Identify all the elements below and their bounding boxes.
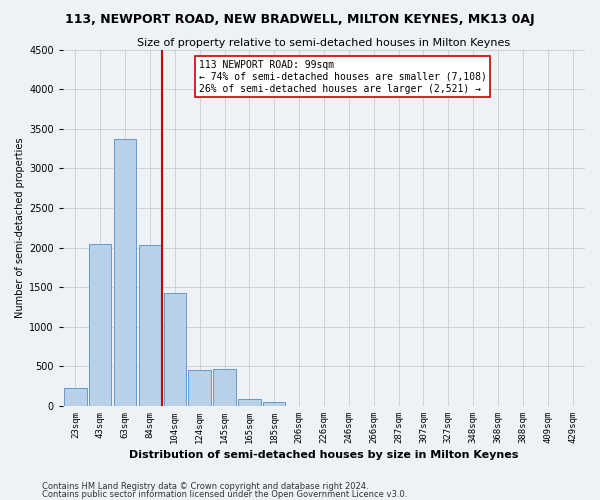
Bar [238, 399, 260, 406]
X-axis label: Distribution of semi-detached houses by size in Milton Keynes: Distribution of semi-detached houses by … [129, 450, 518, 460]
Bar [64, 388, 86, 406]
Text: 113, NEWPORT ROAD, NEW BRADWELL, MILTON KEYNES, MK13 0AJ: 113, NEWPORT ROAD, NEW BRADWELL, MILTON … [65, 12, 535, 26]
Bar [114, 139, 136, 406]
Bar [188, 370, 211, 406]
Text: Contains HM Land Registry data © Crown copyright and database right 2024.: Contains HM Land Registry data © Crown c… [42, 482, 368, 491]
Bar [164, 292, 186, 406]
Title: Size of property relative to semi-detached houses in Milton Keynes: Size of property relative to semi-detach… [137, 38, 511, 48]
Bar [214, 368, 236, 406]
Y-axis label: Number of semi-detached properties: Number of semi-detached properties [15, 138, 25, 318]
Bar [89, 244, 112, 406]
Bar [263, 402, 286, 406]
Text: Contains public sector information licensed under the Open Government Licence v3: Contains public sector information licen… [42, 490, 407, 499]
Text: 113 NEWPORT ROAD: 99sqm
← 74% of semi-detached houses are smaller (7,108)
26% of: 113 NEWPORT ROAD: 99sqm ← 74% of semi-de… [199, 60, 487, 94]
Bar [139, 245, 161, 406]
